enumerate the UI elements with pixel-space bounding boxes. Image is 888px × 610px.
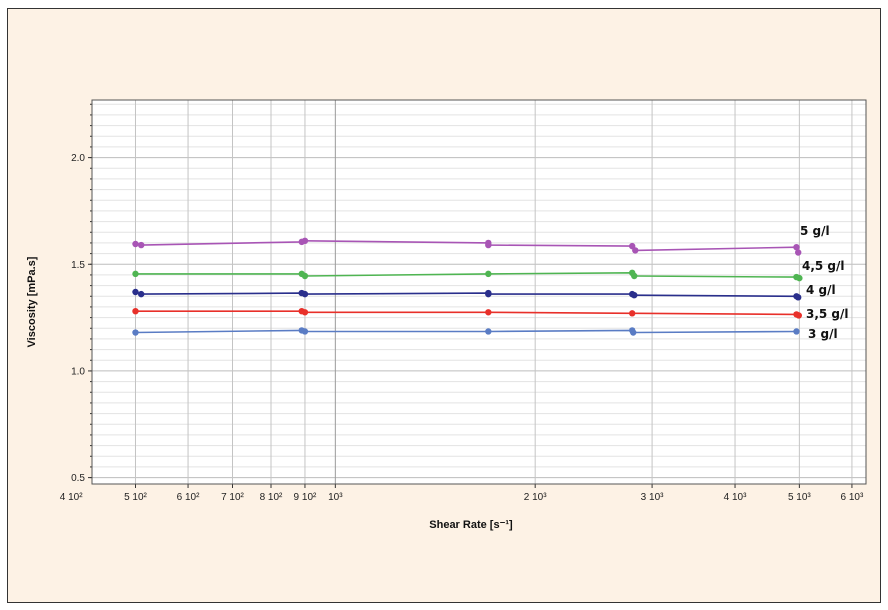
x-tick-label: 4 10² [60, 492, 83, 503]
data-point [485, 241, 492, 249]
series-3: 4 g/l [132, 283, 836, 301]
data-point [132, 288, 139, 296]
series-label: 4 g/l [806, 283, 836, 297]
y-tick-label: 1.5 [71, 260, 85, 271]
data-point [628, 310, 636, 317]
x-tick-label: 3 10³ [641, 492, 664, 503]
x-tick-label: 4 10³ [724, 492, 747, 503]
x-tick-label: 9 10² [294, 492, 317, 503]
data-point [132, 329, 139, 336]
series-4: 3,5 g/l [132, 307, 849, 321]
x-tick-label: 8 10² [260, 492, 283, 503]
data-point [132, 308, 139, 315]
data-point [137, 241, 145, 249]
series-label: 5 g/l [800, 224, 830, 238]
data-point [631, 292, 638, 299]
series-2: 4,5 g/l [132, 259, 845, 282]
x-tick-label: 7 10² [221, 492, 244, 503]
data-point [485, 328, 492, 335]
series-label: 3 g/l [808, 327, 838, 341]
data-point [137, 290, 145, 298]
data-point [793, 244, 800, 251]
data-point [485, 270, 492, 278]
data-point [795, 312, 802, 319]
data-point [795, 249, 802, 256]
series-5: 3 g/l [132, 327, 838, 341]
data-point [631, 272, 638, 280]
x-tick-label: 10³ [328, 492, 343, 503]
x-axis-title: Shear Rate [s⁻¹] [429, 519, 513, 531]
data-point [630, 329, 637, 336]
series-label: 3,5 g/l [806, 307, 849, 321]
x-tick-label: 2 10³ [524, 492, 547, 503]
data-point [632, 247, 639, 254]
plot-area [92, 100, 866, 484]
data-point [485, 290, 492, 298]
data-point [485, 309, 492, 316]
series-label: 4,5 g/l [802, 259, 845, 273]
y-tick-label: 1.0 [71, 366, 85, 377]
y-tick-label: 2.0 [71, 153, 85, 164]
data-point [132, 270, 139, 278]
data-point [301, 328, 309, 335]
series-1: 5 g/l [132, 224, 830, 256]
x-tick-label: 6 10² [177, 492, 200, 503]
y-tick-label: 0.5 [71, 473, 85, 484]
x-tick-label: 5 10² [124, 492, 147, 503]
data-point [301, 272, 309, 280]
data-point [793, 328, 800, 335]
data-point [132, 240, 139, 248]
plot-border [91, 99, 867, 485]
x-tick-label: 5 10³ [788, 492, 811, 503]
data-point [301, 237, 309, 244]
data-point [795, 294, 802, 301]
x-tick-label: 6 10³ [841, 492, 864, 503]
data-point [796, 274, 803, 282]
data-point [301, 309, 309, 316]
data-point [301, 290, 309, 298]
y-axis-title: Viscosity [mPa.s] [26, 256, 38, 347]
